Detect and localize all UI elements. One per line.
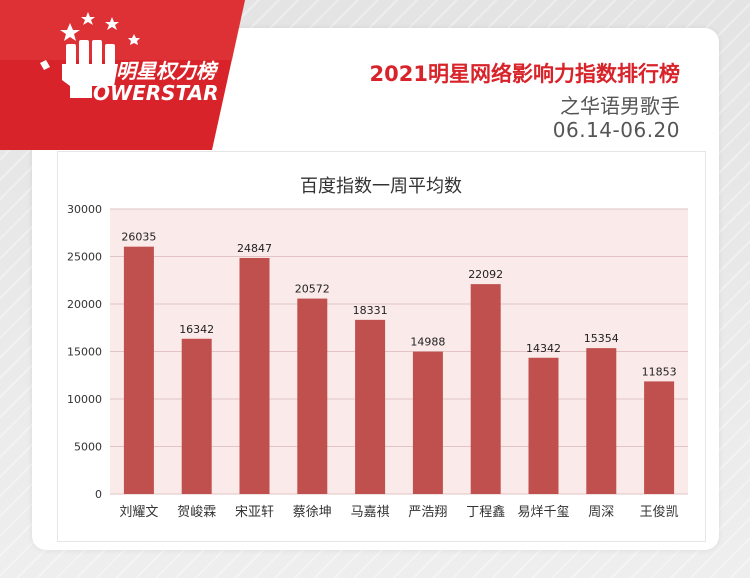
bar[interactable] bbox=[181, 338, 212, 494]
page-subtitle: 之华语男歌手 bbox=[560, 94, 680, 118]
data-label: 22092 bbox=[468, 268, 503, 281]
page-title: 2021明星网络影响力指数排行榜 bbox=[369, 62, 680, 86]
data-label: 18331 bbox=[353, 304, 388, 317]
data-label: 14988 bbox=[410, 336, 445, 349]
x-tick-label: 周深 bbox=[588, 505, 614, 520]
logo-brand-en: OWERSTAR bbox=[93, 81, 219, 105]
bar[interactable] bbox=[528, 357, 559, 494]
x-tick-label: 宋亚轩 bbox=[235, 505, 274, 520]
data-label: 26035 bbox=[121, 231, 156, 244]
y-tick-label: 5000 bbox=[74, 441, 102, 454]
data-label: 11853 bbox=[642, 365, 677, 378]
y-tick-label: 30000 bbox=[67, 203, 102, 216]
powerstar-logo: 明星权力榜 OWERSTAR bbox=[0, 0, 245, 150]
y-tick-label: 0 bbox=[95, 488, 102, 501]
x-tick-label: 马嘉祺 bbox=[351, 505, 390, 520]
bar[interactable] bbox=[586, 348, 617, 494]
x-tick-label: 易烊千玺 bbox=[517, 505, 569, 520]
date-range: 06.14-06.20 bbox=[552, 118, 680, 142]
chart-frame: 百度指数一周平均数 0 5000 10000 15000 20000 25000 30000… bbox=[57, 151, 706, 542]
bar[interactable] bbox=[297, 298, 328, 494]
x-tick-label: 蔡徐坤 bbox=[293, 505, 332, 520]
x-tick-label: 严浩翔 bbox=[408, 505, 447, 520]
bar[interactable] bbox=[412, 351, 443, 494]
data-label: 14342 bbox=[526, 342, 561, 355]
x-tick-label: 贺峻霖 bbox=[177, 504, 216, 520]
bar-chart: 百度指数一周平均数 0 5000 10000 15000 20000 25000 30000… bbox=[67, 176, 688, 520]
x-tick-label: 王俊凯 bbox=[640, 505, 679, 520]
data-label: 20572 bbox=[295, 283, 330, 296]
logo-brand-cn: 明星权力榜 bbox=[116, 59, 219, 83]
y-tick-label: 20000 bbox=[67, 298, 102, 311]
data-label: 24847 bbox=[237, 242, 272, 255]
data-label: 15354 bbox=[584, 332, 619, 345]
y-tick-label: 10000 bbox=[67, 393, 102, 406]
x-tick-label: 丁程鑫 bbox=[466, 504, 505, 520]
bar[interactable] bbox=[123, 246, 154, 494]
chart-title: 百度指数一周平均数 bbox=[300, 176, 462, 197]
x-tick-label: 刘耀文 bbox=[119, 505, 158, 520]
y-tick-label: 25000 bbox=[67, 251, 102, 264]
bar[interactable] bbox=[470, 284, 501, 494]
y-tick-label: 15000 bbox=[67, 346, 102, 359]
data-label: 16342 bbox=[179, 323, 214, 336]
bar[interactable] bbox=[644, 381, 675, 494]
bar[interactable] bbox=[355, 319, 386, 494]
bar[interactable] bbox=[239, 257, 270, 494]
